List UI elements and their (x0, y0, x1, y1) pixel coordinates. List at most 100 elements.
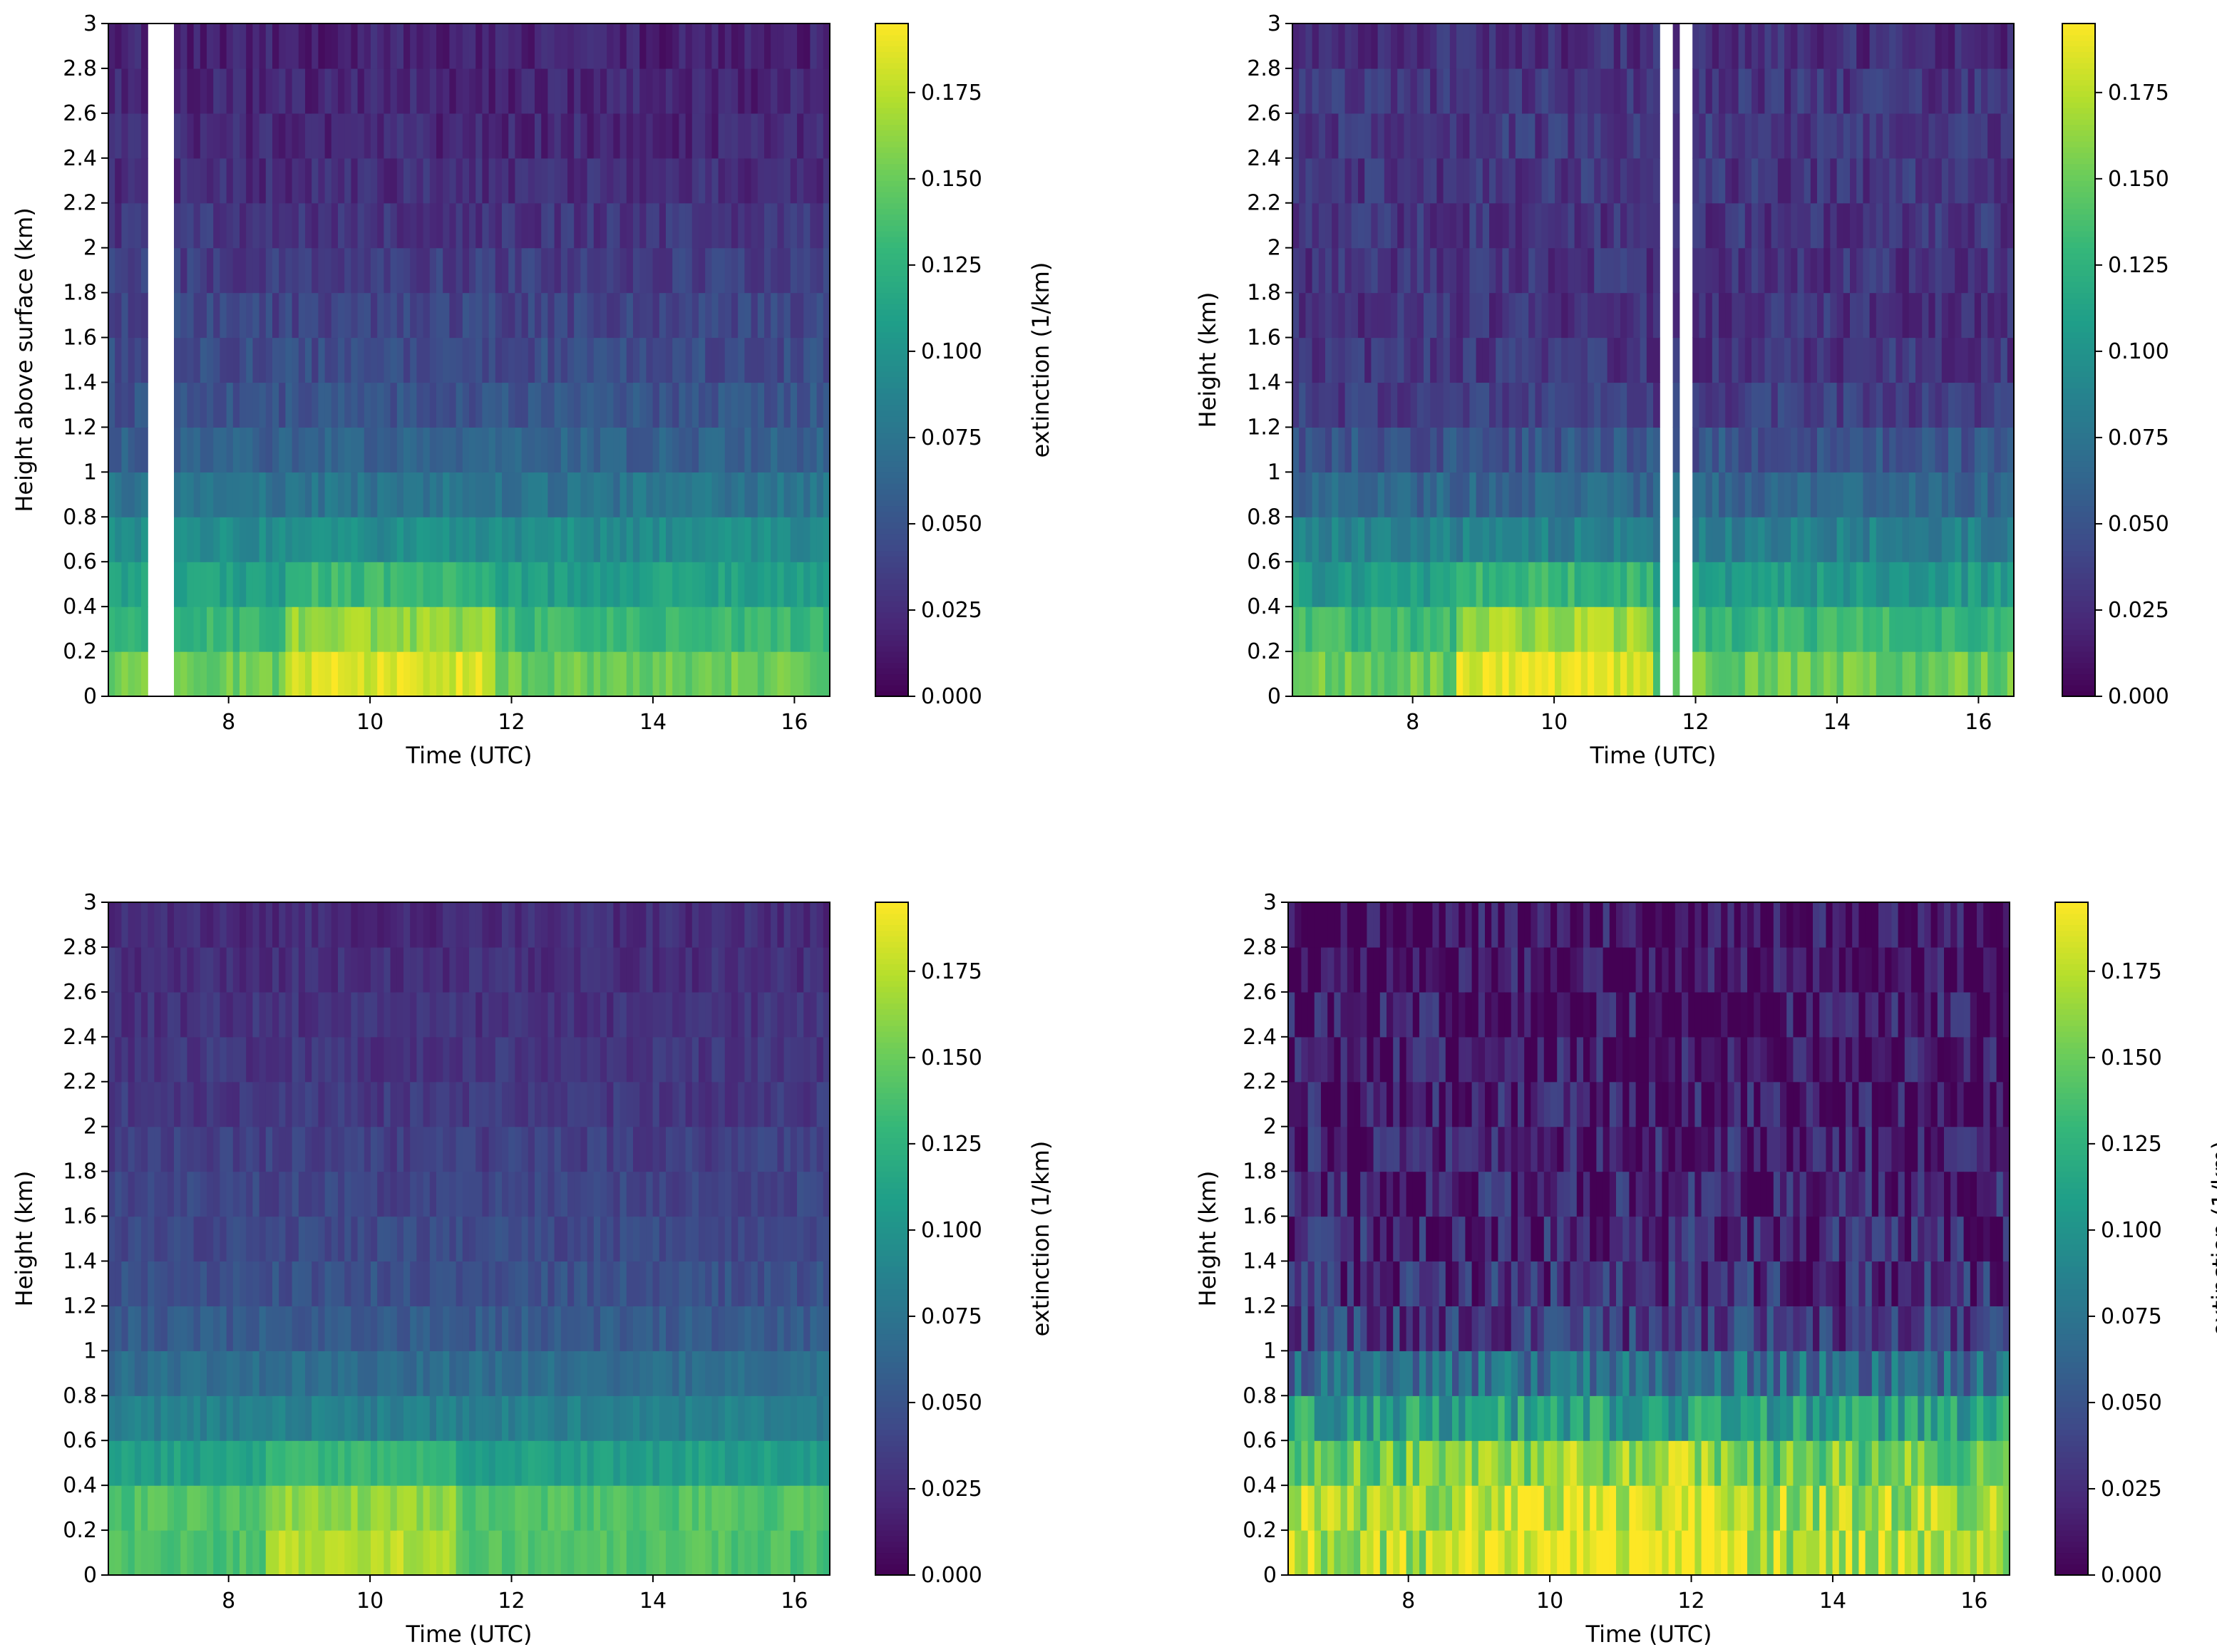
heatmap-cell (528, 1351, 535, 1396)
heatmap-cell (174, 158, 181, 204)
heatmap-cell (115, 651, 122, 697)
heatmap-cell (1371, 337, 1379, 383)
heatmap-cell (1771, 158, 1779, 204)
heatmap-cell (456, 202, 463, 249)
heatmap-cell (2000, 247, 2008, 294)
heatmap-cell (272, 902, 279, 948)
heatmap-cell (685, 562, 693, 607)
heatmap-cell (1699, 113, 1707, 159)
heatmap-cell (508, 68, 515, 114)
heatmap-cell (1508, 24, 1516, 69)
colorbar-tick-label: 0.025 (921, 598, 982, 623)
colorbar-segment (875, 225, 908, 232)
y-tick-label: 1 (83, 460, 97, 485)
heatmap-cell (180, 24, 187, 69)
colorbar-segment (875, 550, 908, 557)
heatmap-cell (1338, 247, 1346, 294)
heatmap-cell (607, 1081, 614, 1127)
heatmap-cell (1902, 427, 1910, 473)
heatmap-cell (718, 1351, 726, 1396)
colorbar-segment (875, 315, 908, 321)
heatmap-cell (528, 991, 535, 1038)
heatmap-cell (1312, 68, 1320, 114)
heatmap-cell (1777, 292, 1785, 339)
heatmap-cell (187, 606, 195, 652)
heatmap-cell (1299, 24, 1306, 69)
heatmap-cell (633, 991, 640, 1038)
heatmap-cell (285, 158, 293, 204)
heatmap-cell (502, 337, 509, 383)
heatmap-cell (528, 902, 535, 948)
heatmap-cell (318, 1440, 326, 1486)
heatmap-cell (495, 337, 503, 383)
heatmap-cell (318, 1261, 326, 1306)
heatmap-cell (521, 1440, 529, 1486)
heatmap-cell (357, 1126, 365, 1172)
heatmap-cell (1325, 292, 1332, 339)
heatmap-cell (1672, 68, 1680, 114)
heatmap-cell (685, 1306, 693, 1351)
heatmap-cell (652, 1351, 660, 1396)
heatmap-cell (672, 1485, 679, 1531)
heatmap-cell (226, 991, 234, 1038)
heatmap-cell (705, 1485, 712, 1531)
heatmap-cell (272, 1171, 279, 1217)
heatmap-cell (652, 1036, 660, 1083)
heatmap-cell (495, 1171, 503, 1217)
heatmap-cell (1325, 113, 1332, 159)
heatmap-cell (1725, 606, 1732, 652)
heatmap-cell (1797, 562, 1805, 607)
heatmap-cell (639, 1216, 647, 1262)
heatmap-cell (1318, 517, 1326, 562)
heatmap-cell (390, 606, 398, 652)
heatmap-cell (607, 337, 614, 383)
heatmap-cell (528, 24, 535, 69)
heatmap-cell (252, 1485, 260, 1531)
heatmap-cell (462, 1306, 470, 1351)
heatmap-cell (535, 1351, 542, 1396)
heatmap-cell (1633, 24, 1641, 69)
heatmap-cell (384, 24, 391, 69)
heatmap-cell (482, 991, 490, 1038)
heatmap-cell (1810, 606, 1818, 652)
y-tick-label: 2 (83, 236, 97, 261)
heatmap-cell (331, 158, 339, 204)
heatmap-cell (1797, 382, 1805, 428)
heatmap-cell (718, 1440, 726, 1486)
heatmap-cell (580, 1081, 588, 1127)
colorbar-segment (875, 522, 908, 529)
heatmap-cell (724, 1530, 732, 1576)
heatmap-cell (574, 991, 581, 1038)
heatmap-cell (148, 991, 155, 1038)
heatmap-cell (220, 427, 227, 473)
heatmap-cell (1522, 292, 1529, 339)
heatmap-cell (633, 382, 640, 428)
heatmap-cell (429, 1530, 437, 1576)
colorbar-segment (2062, 494, 2095, 501)
heatmap-cell (705, 991, 712, 1038)
heatmap-cell (1436, 247, 1444, 294)
heatmap-cell (285, 1440, 293, 1486)
heatmap-cell (1449, 651, 1457, 697)
heatmap-cell (495, 1351, 503, 1396)
heatmap-cell (1941, 562, 1949, 607)
heatmap-cell (1463, 337, 1470, 383)
heatmap-cell (1541, 606, 1549, 652)
heatmap-cell (285, 1485, 293, 1531)
heatmap-cell (377, 1485, 384, 1531)
heatmap-cell (180, 1081, 187, 1127)
heatmap-cell (1364, 606, 1372, 652)
heatmap-cell (1548, 427, 1555, 473)
heatmap-cell (600, 946, 607, 993)
heatmap-cell (232, 946, 240, 993)
heatmap-cell (1515, 247, 1523, 294)
heatmap-cell (580, 382, 588, 428)
heatmap-cell (1600, 158, 1608, 204)
colorbar-segment (875, 354, 908, 361)
heatmap-cell (672, 562, 679, 607)
heatmap-cell (259, 472, 267, 517)
heatmap-cell (757, 427, 765, 473)
heatmap-cell (666, 202, 673, 249)
heatmap-cell (502, 1485, 509, 1531)
heatmap-cell (1928, 472, 1936, 517)
